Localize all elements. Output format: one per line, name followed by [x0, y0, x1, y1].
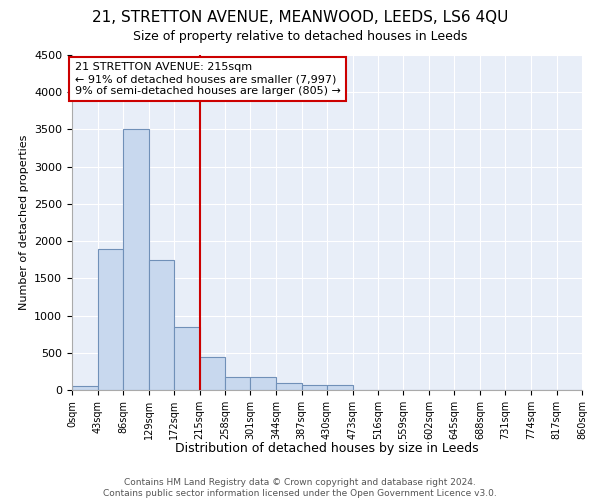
Bar [225, 377, 251, 390]
Text: Contains HM Land Registry data © Crown copyright and database right 2024.
Contai: Contains HM Land Registry data © Crown c… [103, 478, 497, 498]
Bar [72, 386, 97, 390]
Bar [276, 382, 302, 390]
Bar [149, 260, 174, 390]
Bar [174, 326, 199, 390]
Bar [251, 377, 276, 390]
Text: Size of property relative to detached houses in Leeds: Size of property relative to detached ho… [133, 30, 467, 43]
Bar [302, 385, 327, 390]
Bar [97, 248, 123, 390]
Y-axis label: Number of detached properties: Number of detached properties [19, 135, 29, 310]
X-axis label: Distribution of detached houses by size in Leeds: Distribution of detached houses by size … [175, 442, 479, 455]
Text: 21 STRETTON AVENUE: 215sqm
← 91% of detached houses are smaller (7,997)
9% of se: 21 STRETTON AVENUE: 215sqm ← 91% of deta… [75, 62, 341, 96]
Bar [327, 385, 353, 390]
Bar [123, 130, 149, 390]
Text: 21, STRETTON AVENUE, MEANWOOD, LEEDS, LS6 4QU: 21, STRETTON AVENUE, MEANWOOD, LEEDS, LS… [92, 10, 508, 25]
Bar [199, 356, 225, 390]
